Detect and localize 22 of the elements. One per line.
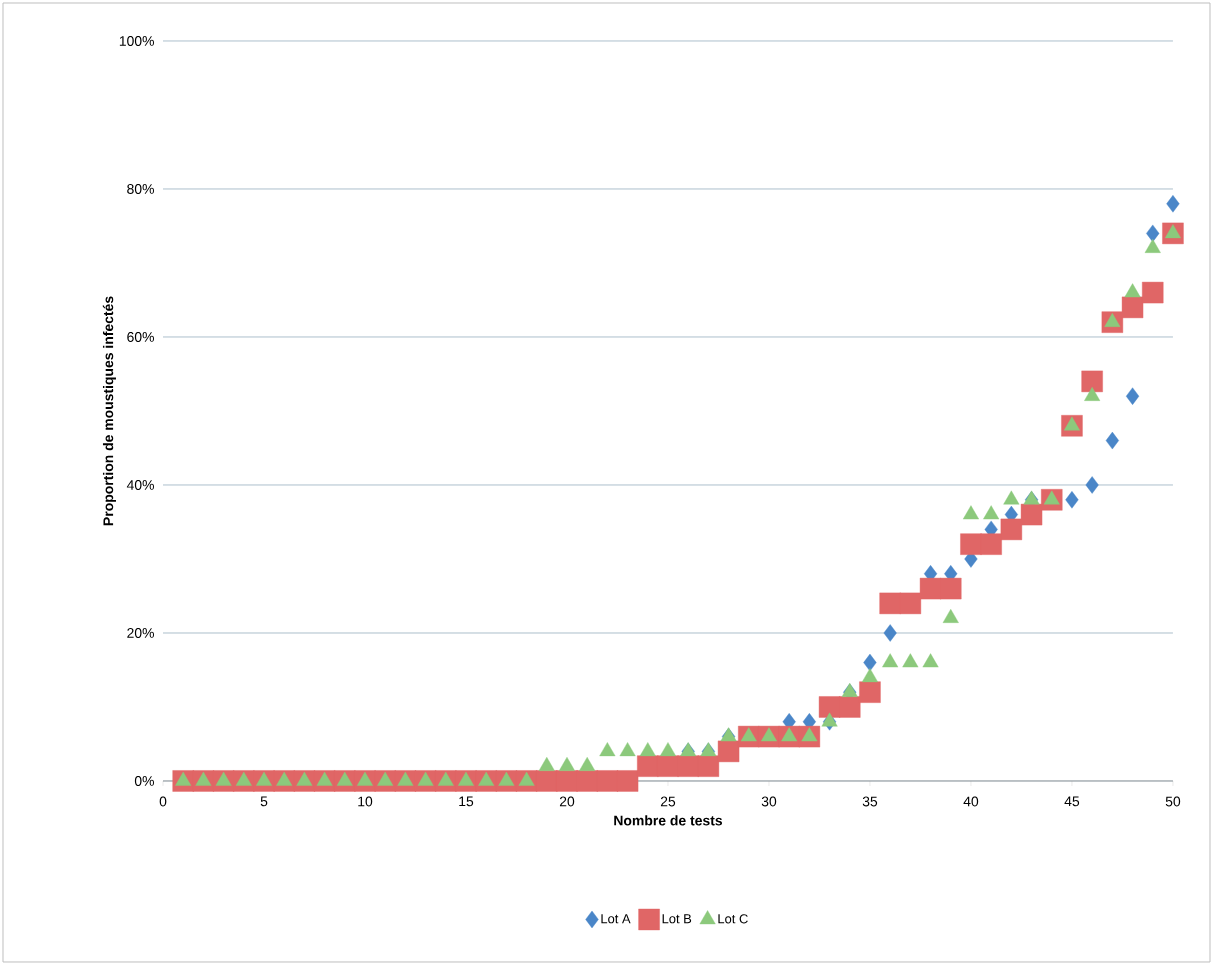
x-tick-label: 30 — [761, 796, 777, 807]
legend-label: Lot A — [601, 914, 631, 924]
y-axis-title: Proportion de moustiques infectés — [102, 296, 116, 526]
x-axis-title: Nombre de tests — [614, 815, 723, 826]
x-tick-label: 50 — [1165, 796, 1181, 807]
x-tick-label: 15 — [459, 796, 474, 807]
y-tick-label: 0% — [134, 776, 154, 786]
legend-label: Lot B — [662, 914, 692, 924]
x-tick-label: 5 — [260, 796, 268, 807]
x-tick-label: 25 — [660, 796, 676, 807]
x-tick-label: 45 — [1064, 796, 1080, 807]
y-tick-label: 60% — [127, 332, 154, 342]
y-tick-label: 80% — [127, 184, 154, 194]
x-tick-label: 10 — [358, 796, 373, 807]
legend-label: Lot C — [718, 914, 748, 924]
x-tick-label: 0 — [159, 796, 167, 807]
x-tick-label: 35 — [862, 796, 878, 807]
y-tick-label: 20% — [127, 628, 154, 638]
x-tick-label: 20 — [559, 796, 575, 807]
y-tick-label: 100% — [119, 36, 154, 46]
x-tick-label: 40 — [963, 796, 979, 807]
y-tick-label: 40% — [126, 480, 154, 490]
